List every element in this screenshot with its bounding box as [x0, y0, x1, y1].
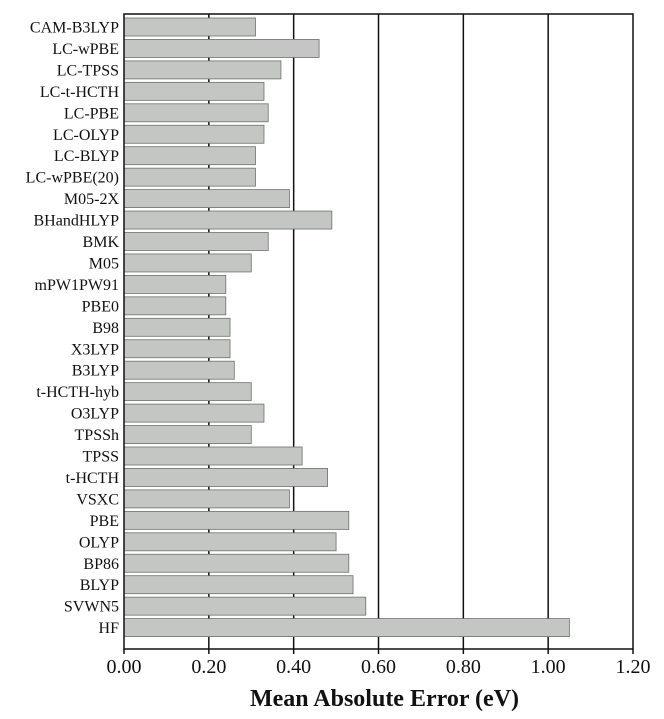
category-label: LC-wPBE(20)	[26, 170, 119, 187]
bar-hf	[123, 618, 570, 637]
bar-vsxc	[123, 489, 290, 509]
bar-lc-pbe	[123, 103, 269, 123]
bar-blyp	[123, 575, 354, 595]
x-axis-ticks: 0.00 0.20 0.40 0.60 0.80 1.00 1.20	[107, 649, 651, 678]
bar-lc-blyp	[123, 146, 256, 166]
bar-o3lyp	[123, 403, 265, 423]
category-label: LC-PBE	[64, 105, 119, 122]
bar-pbe0	[123, 296, 227, 316]
category-label: PBE	[90, 513, 119, 530]
bar-b3lyp	[123, 360, 235, 380]
x-tick-label: 0.60	[361, 656, 396, 678]
x-tick-label: 1.00	[531, 656, 566, 678]
x-tick-label: 0.40	[276, 656, 311, 678]
x-axis-title: Mean Absolute Error (eV)	[250, 686, 519, 712]
category-label: HF	[99, 620, 120, 637]
category-labels: CAM-B3LYP LC-wPBE LC-TPSS LC-t-HCTH LC-PBE LC…	[26, 20, 120, 638]
bar-lc-olyp	[123, 124, 265, 144]
plot-frame	[123, 13, 634, 650]
category-label: TPSS	[83, 449, 119, 466]
bar-cam-b3lyp	[123, 17, 256, 37]
category-label: SVWN5	[64, 599, 119, 616]
bar-mpw1pw91	[123, 274, 227, 294]
category-label: VSXC	[76, 491, 119, 508]
bar-t-hcth	[123, 468, 329, 487]
bar-x3lyp	[123, 339, 231, 359]
category-label: BP86	[83, 556, 119, 573]
bar-m05	[123, 253, 252, 273]
x-tick-label: 0.20	[191, 656, 226, 678]
bar-lc-wpbe	[123, 39, 320, 58]
category-label: BLYP	[80, 577, 119, 594]
bars	[123, 17, 570, 637]
category-label: PBE0	[82, 298, 119, 315]
bar-b98	[123, 317, 231, 337]
bar-pbe	[123, 510, 350, 530]
bar-olyp	[123, 532, 337, 552]
bar-m05-2x	[123, 189, 290, 209]
category-label: t-HCTH	[66, 470, 120, 487]
category-label: BHandHLYP	[33, 213, 119, 230]
category-label: LC-t-HCTH	[40, 84, 120, 101]
x-tick-label: 0.00	[107, 656, 142, 678]
category-label: BMK	[83, 234, 120, 251]
category-label: B98	[92, 320, 119, 337]
bar-svwn5	[123, 596, 367, 616]
category-label: B3LYP	[72, 363, 119, 380]
category-label: M05	[89, 255, 119, 272]
category-label: t-HCTH-hyb	[36, 384, 119, 401]
bar-t-hcth-hyb	[123, 382, 252, 402]
category-label: LC-TPSS	[57, 62, 119, 79]
category-label: LC-wPBE	[52, 41, 119, 58]
category-label: X3LYP	[71, 341, 119, 358]
bar-tpssh	[123, 425, 252, 444]
bar-lc-t-hcth	[123, 81, 265, 101]
category-label: TPSSh	[75, 427, 119, 444]
category-label: M05-2X	[64, 191, 120, 208]
x-tick-label: 0.80	[446, 656, 481, 678]
category-label: mPW1PW91	[35, 277, 119, 294]
category-label: OLYP	[79, 534, 119, 551]
x-tick-label: 1.20	[616, 656, 651, 678]
bar-bp86	[123, 553, 350, 573]
bar-tpss	[123, 446, 303, 466]
bar-lc-wpbe-20	[123, 167, 256, 187]
category-label: LC-OLYP	[53, 127, 119, 144]
category-label: CAM-B3LYP	[30, 20, 119, 37]
category-label: LC-BLYP	[54, 148, 119, 165]
bar-bhandhlyp	[123, 210, 333, 230]
bar-bmk	[123, 232, 269, 251]
bar-lc-tpss	[123, 60, 282, 80]
category-label: O3LYP	[71, 406, 119, 423]
